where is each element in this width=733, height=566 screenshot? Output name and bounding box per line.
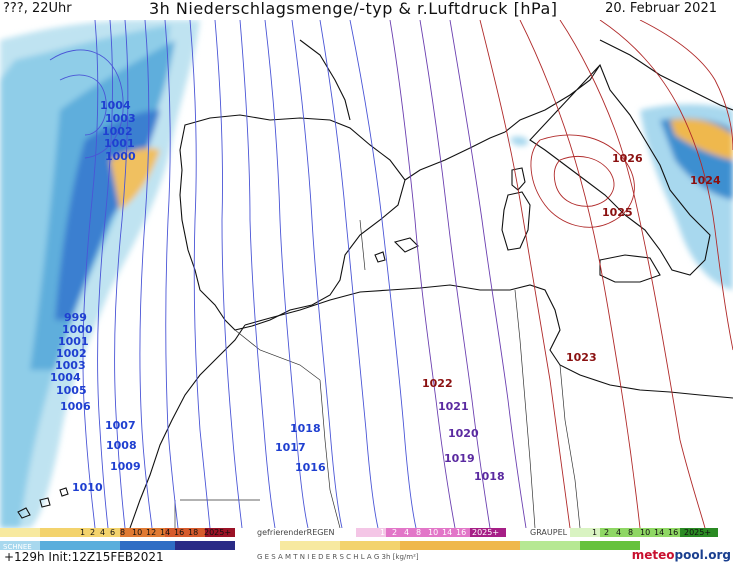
pressure-label: 1017 <box>275 441 306 454</box>
pressure-label: 1004 <box>50 371 81 384</box>
legend-tick: 4 <box>404 528 409 537</box>
legend-tick: 2 <box>90 528 95 537</box>
corsica <box>511 167 526 191</box>
pressure-label: 1003 <box>55 359 86 372</box>
legend-snow: SCHNEE <box>0 541 235 551</box>
pressure-label: 1000 <box>62 323 93 336</box>
pressure-label: 1010 <box>72 481 103 494</box>
chart-title: 3h Niederschlagsmenge/-typ & r.Luftdruck… <box>149 0 558 18</box>
legend-tick: 16 <box>668 528 678 537</box>
valid-time-label: ???, 22Uhr <box>3 1 72 16</box>
pressure-label: 1025 <box>602 206 633 219</box>
pressure-label: 1009 <box>110 460 141 473</box>
pressure-label: 1000 <box>105 150 136 163</box>
legend-tick: 16 <box>456 528 466 537</box>
legend-graupel-label: GRAUPEL <box>530 528 568 537</box>
balearics <box>374 237 419 263</box>
pressure-label: 1001 <box>104 137 135 150</box>
isobars-purple <box>389 20 527 528</box>
pressure-label: 1006 <box>60 400 91 413</box>
brand-tld: .org <box>703 548 731 562</box>
legend-tick: 1 <box>592 528 597 537</box>
legend-tick: 14 <box>442 528 452 537</box>
pressure-label: 1016 <box>295 461 326 474</box>
legend-tick: 2 <box>604 528 609 537</box>
brand-pool: pool <box>674 548 704 562</box>
legend-tick: 8 <box>416 528 421 537</box>
valid-date: 20. Februar 2021 <box>605 1 717 16</box>
isobars-blue <box>49 20 417 528</box>
pressure-label: 1001 <box>58 335 89 348</box>
legend-tick: 2025+ <box>472 528 499 537</box>
legend-tick: 1 <box>80 528 85 537</box>
legend-tick: 2025+ <box>204 528 231 537</box>
pressure-label: 1002 <box>102 125 133 138</box>
precipitation-eastern-med <box>510 104 733 290</box>
italy-coast <box>504 63 711 276</box>
pressure-label: 1005 <box>56 384 87 397</box>
legend-tick: 10 <box>640 528 650 537</box>
brand-meteo: meteo <box>631 548 675 562</box>
legend-graupel: GRAUPEL 1 2 4 8 10 14 16 2025+ <box>530 528 718 537</box>
legend-snow-rain-top: 1 2 4 6 8 10 12 14 16 18 2025+ <box>0 528 235 537</box>
init-time: Init:12Z15FEB2021 <box>48 550 164 564</box>
pressure-label: 1003 <box>105 112 136 125</box>
legend-tick: 8 <box>120 528 125 537</box>
pressure-labels: 1004 1003 1002 1001 1000 999 1000 1001 1… <box>50 99 721 494</box>
legend-tick: 12 <box>146 528 156 537</box>
legend-tick: 1 <box>380 528 385 537</box>
pressure-label: 1026 <box>612 152 643 165</box>
pressure-label: 1019 <box>444 452 475 465</box>
legend-tick: 2025+ <box>684 528 711 537</box>
legend-tick: 8 <box>628 528 633 537</box>
pressure-label: 1021 <box>438 400 469 413</box>
forecast-info: +129h Init:12Z15FEB2021 <box>4 550 164 564</box>
legend-tick: 6 <box>110 528 115 537</box>
legend-tick: 4 <box>616 528 621 537</box>
legend-snow-label: SCHNEE <box>3 543 32 551</box>
pressure-label: 1022 <box>422 377 453 390</box>
pressure-label: 1018 <box>474 470 505 483</box>
legend-freezing-rain: gefrierenderREGEN 1 2 4 8 10 14 16 2025+ <box>257 528 506 537</box>
precipitation-legend: 1 2 4 6 8 10 12 14 16 18 2025+ SCHNEE ge… <box>0 528 718 561</box>
pressure-label: 1002 <box>56 347 87 360</box>
pressure-label: 1024 <box>690 174 721 187</box>
pressure-label: 1018 <box>290 422 321 435</box>
north-africa-coast <box>244 284 733 399</box>
border-lines <box>174 219 581 528</box>
iberia-coast <box>179 114 406 331</box>
legend-tick: 14 <box>160 528 170 537</box>
pressure-label: 1020 <box>448 427 479 440</box>
legend-tick: 4 <box>100 528 105 537</box>
legend-tick: 18 <box>188 528 198 537</box>
france-coast <box>299 39 506 181</box>
legend-freezing-label: gefrierenderREGEN <box>257 528 335 537</box>
legend-total: G E S A M T N I E D E R S C H L A G 3h [… <box>257 541 640 561</box>
pressure-label: 1023 <box>566 351 597 364</box>
pressure-label: 1004 <box>100 99 131 112</box>
canaries <box>17 487 69 519</box>
legend-tick: 16 <box>174 528 184 537</box>
chart-header: ???, 22Uhr 3h Niederschlagsmenge/-typ & … <box>0 0 733 20</box>
legend-tick: 14 <box>654 528 664 537</box>
meteopool-logo[interactable]: meteopool.org <box>632 548 731 562</box>
coastlines <box>17 39 733 528</box>
weather-map: 1004 1003 1002 1001 1000 999 1000 1001 1… <box>0 20 733 528</box>
pressure-label: 1008 <box>106 439 137 452</box>
isobars-red <box>479 20 733 528</box>
balkans <box>599 39 733 111</box>
morocco-coast <box>129 324 246 528</box>
pressure-label: 1007 <box>105 419 136 432</box>
legend-tick: 10 <box>132 528 142 537</box>
legend-tick: 10 <box>428 528 438 537</box>
legend-total-label: G E S A M T N I E D E R S C H L A G 3h [… <box>257 553 419 561</box>
precipitation-band-atlantic <box>0 20 200 528</box>
forecast-hour: +129h <box>4 550 45 564</box>
pressure-label: 999 <box>64 311 87 324</box>
legend-tick: 2 <box>392 528 397 537</box>
sardinia <box>501 191 531 251</box>
